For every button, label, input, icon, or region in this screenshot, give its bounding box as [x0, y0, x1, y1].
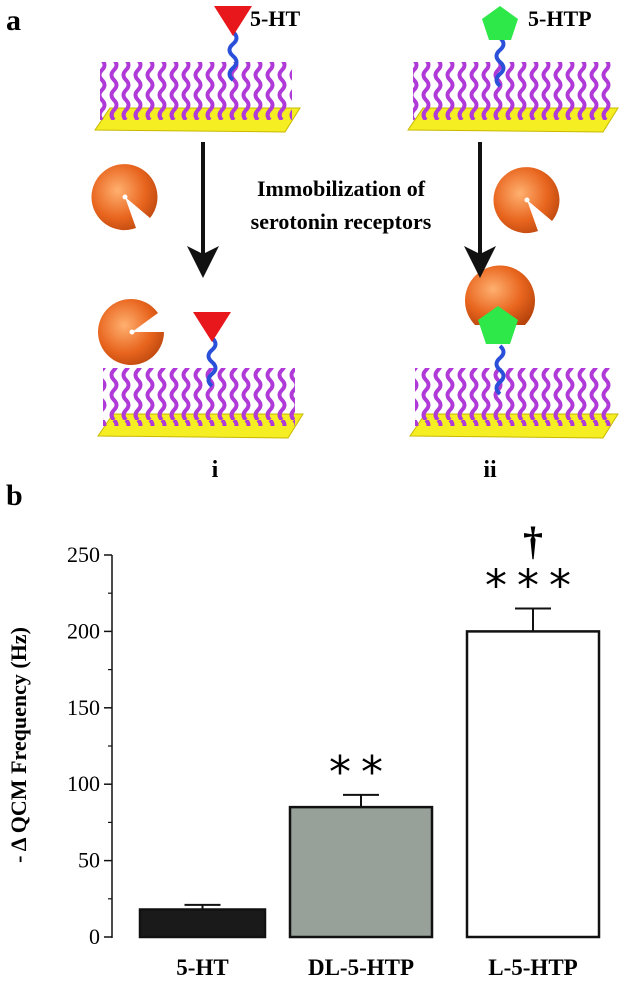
- y-tick-label: 0: [89, 924, 100, 949]
- arrow-label: serotonin receptors: [251, 209, 432, 234]
- y-axis-label: - Δ QCM Frequency (Hz): [6, 627, 31, 863]
- surface: [94, 62, 619, 439]
- bar: [465, 630, 601, 939]
- bar: [288, 805, 434, 939]
- bar: [138, 908, 267, 939]
- y-tick-label: 50: [78, 848, 100, 873]
- y-tick-label: 150: [67, 695, 100, 720]
- receptor: [91, 164, 560, 396]
- panel-label: a: [6, 4, 21, 37]
- arrow-label: Immobilization of: [257, 176, 426, 201]
- x-tick-label: 5-HT: [176, 955, 228, 980]
- x-tick-label: L-5-HTP: [488, 955, 577, 980]
- y-tick-label: 250: [67, 542, 100, 567]
- outcome-label: ii: [483, 457, 497, 483]
- dagger-label: †: [523, 518, 543, 563]
- panel-label: b: [6, 479, 23, 512]
- ligand: [193, 6, 518, 388]
- molecule-label: 5-HTP: [528, 6, 592, 31]
- significance-label: **: [329, 747, 393, 798]
- outcome-label: i: [212, 457, 219, 483]
- molecule-label: 5-HT: [250, 6, 300, 31]
- significance-label: ***: [485, 560, 581, 611]
- y-tick-label: 100: [67, 771, 100, 796]
- chart: 0 50 100 150 200 250 5-HT DL-5-HTP ** L-5-HTP ***†: [67, 518, 601, 980]
- x-tick-label: DL-5-HTP: [308, 955, 414, 980]
- y-tick-label: 200: [67, 618, 100, 643]
